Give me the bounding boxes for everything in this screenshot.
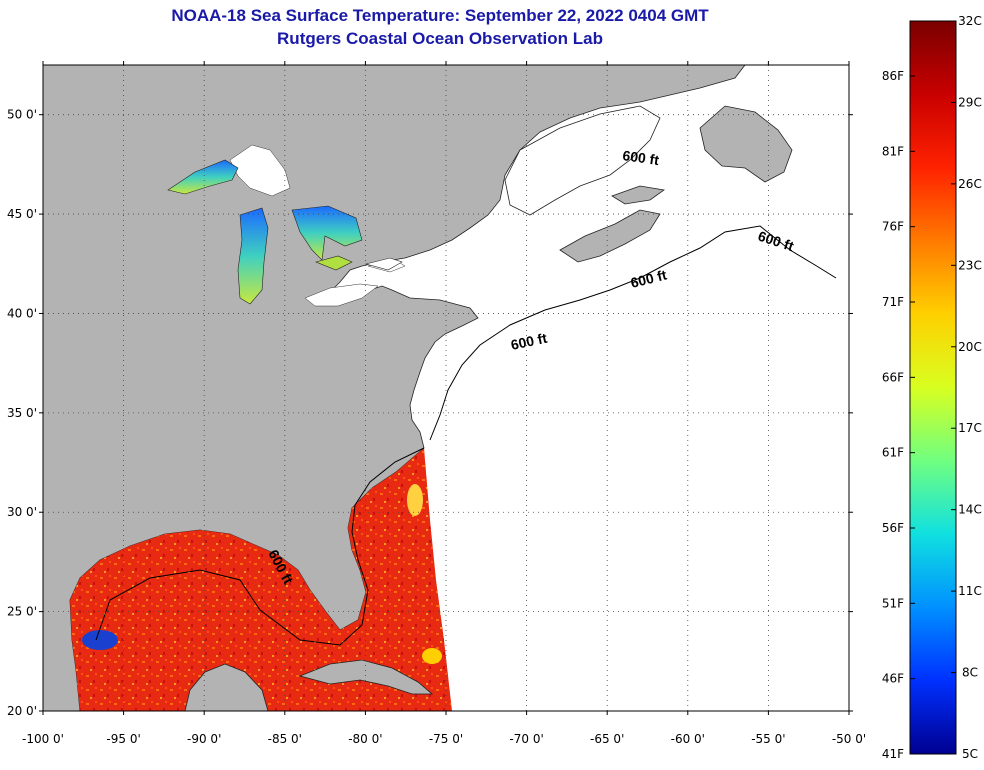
land-cuba [298,659,434,695]
no-data-cloud [304,283,379,307]
gulf-st-lawrence [504,105,661,216]
colorbar-label-c: 23C [958,258,982,272]
land-pei [611,185,666,205]
colorbar-label-c: 8C [962,666,978,680]
colorbar-label-f: 86F [882,69,904,83]
lake-superior [167,159,239,195]
land-nova-scotia [559,209,661,263]
bathymetry-contour [95,447,425,646]
colorbar-label-c: 20C [958,340,982,354]
x-tick-label: -65 0' [590,732,624,746]
map-subtitle: Rutgers Coastal Ocean Observation Lab [277,29,603,48]
x-tick-label: -80 0' [348,732,382,746]
colorbar-label-c: 5C [962,747,978,761]
x-tick-label: -95 0' [106,732,140,746]
contour-label: 600 ft [622,147,661,168]
x-tick-label: -70 0' [509,732,543,746]
sst-swath-gulf [70,448,452,711]
colorbar-label-c: 26C [958,177,982,191]
colorbar-label-f: 61F [882,446,904,460]
x-tick-label: -85 0' [268,732,302,746]
y-tick-label: 40 0' [7,306,37,320]
colorbar-label-f: 51F [882,596,904,610]
no-data-cloud [229,144,291,197]
lake-ontario [364,257,403,271]
colorbar-label-f: 56F [882,521,904,535]
x-tick-label: -75 0' [429,732,463,746]
lake-huron [291,205,363,261]
x-tick-label: -50 0' [832,732,866,746]
colorbar-label-f: 76F [882,220,904,234]
colorbar-label-f: 41F [882,747,904,761]
map-title: NOAA-18 Sea Surface Temperature: Septemb… [171,6,709,25]
colorbar-label-c: 29C [958,95,982,109]
warm-yellow-patch [407,484,423,516]
x-tick-label: -55 0' [751,732,785,746]
lake-erie [315,255,353,271]
colorbar-label-c: 14C [958,503,982,517]
y-tick-label: 50 0' [7,108,37,122]
colorbar-label-f: 81F [882,144,904,158]
colorbar-label-c: 17C [958,421,982,435]
colorbar-label-f: 66F [882,370,904,384]
y-tick-label: 45 0' [7,207,37,221]
land-yucatan [184,663,269,711]
colorbar [909,20,957,755]
contour-label: 600 ft [509,330,548,353]
y-tick-label: 35 0' [7,406,37,420]
bathymetry-contour [429,225,837,441]
colorbar-label-f: 71F [882,295,904,309]
y-tick-label: 20 0' [7,704,37,718]
lake-michigan [237,207,269,305]
cool-patch [82,630,118,650]
colorbar-labels: 86F 81F 76F 71F 66F 61F 56F 51F 46F 41F 32C 29C 26C 2… [882,14,982,761]
colorbar-label-c: 11C [958,584,982,598]
warm-yellow-patch [422,648,442,664]
land-north-america [43,65,746,711]
x-tick-label: -60 0' [671,732,705,746]
y-tick-label: 30 0' [7,505,37,519]
land-newfoundland [699,105,793,183]
colorbar-label-f: 46F [882,672,904,686]
x-tick-label: -90 0' [187,732,221,746]
colorbar-label-c: 32C [958,14,982,28]
x-tick-label: -100 0' [22,732,64,746]
y-tick-label: 25 0' [7,605,37,619]
